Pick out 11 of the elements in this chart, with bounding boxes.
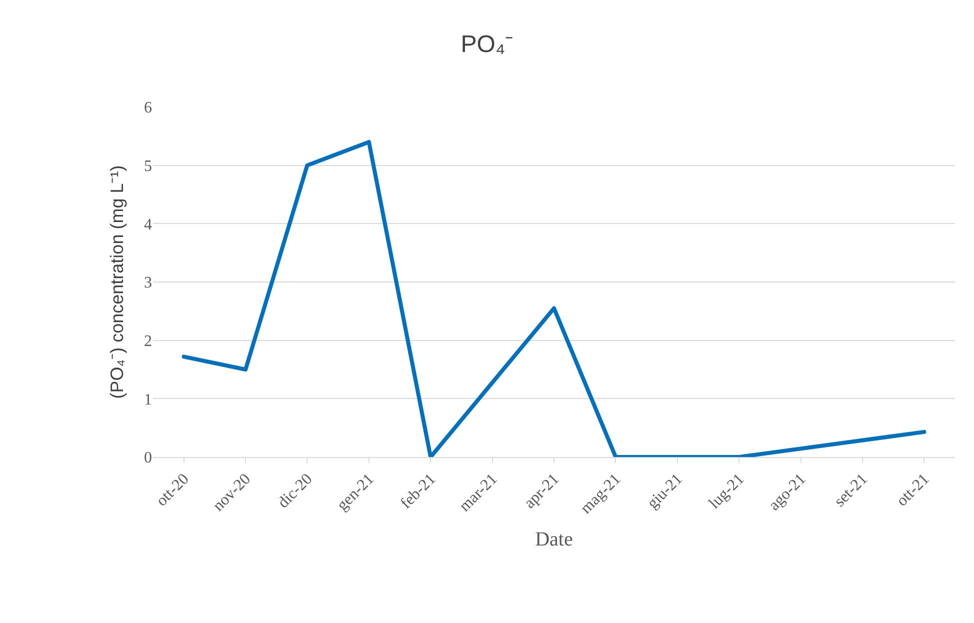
line-series — [182, 140, 926, 457]
y-axis-title: (PO₄⁻) concentration (mg L⁻¹) — [107, 165, 128, 399]
y-tick-label: 5 — [144, 158, 152, 175]
y-tick-label: 3 — [144, 274, 152, 292]
y-tick-label: 0 — [144, 450, 152, 467]
y-tick-label: 1 — [144, 391, 152, 408]
x-axis-title: Date — [535, 528, 573, 551]
chart-title: PO₄⁻ — [460, 31, 514, 58]
y-tick-label: 6 — [144, 100, 152, 117]
y-tick-label: 4 — [144, 216, 152, 234]
y-tick-label: 2 — [144, 332, 152, 350]
